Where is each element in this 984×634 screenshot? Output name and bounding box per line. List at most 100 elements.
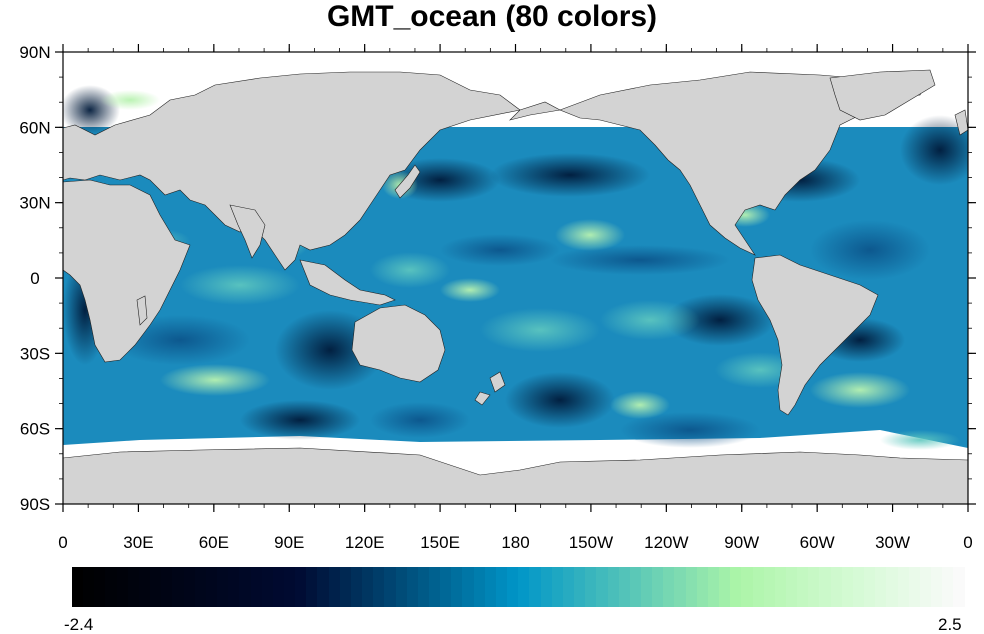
greenland-landmass: [829, 69, 936, 121]
colorbar-swatch: [283, 567, 296, 607]
colorbar-swatch: [741, 567, 753, 607]
x-tick-label: 150W: [569, 533, 613, 552]
africa-landmass: [63, 179, 191, 363]
colorbar-swatch: [674, 567, 686, 607]
colorbar-swatch: [194, 567, 206, 607]
antarctica-landmass: [63, 447, 968, 504]
colorbar-swatch: [295, 567, 307, 607]
x-tick-label: 120E: [345, 533, 385, 552]
colorbar-swatch: [429, 567, 441, 607]
x-tick-label: 30E: [123, 533, 153, 552]
colorbar-swatch: [518, 567, 530, 607]
colorbar-swatch: [317, 567, 329, 607]
x-tick-label: 90W: [724, 533, 759, 552]
colorbar-swatch: [585, 567, 597, 607]
colorbar-swatch: [607, 567, 619, 607]
colorbar-swatch: [908, 567, 920, 607]
colorbar-swatch: [886, 567, 898, 607]
colorbar: [72, 567, 965, 607]
colorbar-swatch: [507, 567, 519, 607]
australia-landmass: [351, 304, 446, 383]
y-tick-label: 30S: [20, 344, 50, 363]
colorbar-swatch: [774, 567, 786, 607]
colorbar-swatch: [953, 567, 965, 607]
x-tick-label: 60W: [800, 533, 835, 552]
colorbar-swatch: [150, 567, 162, 607]
colorbar-swatch: [529, 567, 541, 607]
colorbar-swatch: [138, 567, 151, 607]
colorbar-swatch: [730, 567, 742, 607]
colorbar-swatch: [250, 567, 262, 607]
colorbar-swatch: [172, 567, 184, 607]
colorbar-swatch: [473, 567, 485, 607]
colorbar-swatch: [328, 567, 340, 607]
colorbar-swatch: [462, 567, 474, 607]
x-tick-label: 0: [963, 533, 972, 552]
japan-landmass: [394, 164, 421, 199]
colorbar-swatch: [161, 567, 173, 607]
x-tick-label: 120W: [644, 533, 688, 552]
indonesia-landmass: [299, 259, 396, 306]
colorbar-swatch: [451, 567, 463, 607]
south-america-landmass: [751, 254, 879, 416]
x-tick-label: 0: [58, 533, 67, 552]
colorbar-swatch: [786, 567, 798, 607]
colorbar-swatch: [105, 567, 117, 607]
colorbar-swatch: [440, 567, 452, 607]
y-tick-label: 0: [30, 269, 39, 288]
y-tick-label: 90N: [19, 43, 50, 62]
colorbar-swatch: [350, 567, 363, 607]
colorbar-swatch: [897, 567, 909, 607]
colorbar-swatch: [306, 567, 318, 607]
colorbar-min-label: -2.4: [64, 615, 94, 634]
colorbar-swatch: [618, 567, 630, 607]
colorbar-swatch: [596, 567, 608, 607]
y-tick-label: 60S: [20, 420, 50, 439]
colorbar-swatch: [808, 567, 820, 607]
colorbar-swatch: [228, 567, 240, 607]
colorbar-swatch: [640, 567, 653, 607]
alaska-landmass: [509, 101, 561, 121]
india-landmass: [229, 204, 266, 259]
colorbar-swatch: [551, 567, 563, 607]
x-tick-label: 60E: [199, 533, 229, 552]
new-zealand-landmass: [489, 371, 506, 393]
colorbar-swatch: [919, 567, 932, 607]
colorbar-swatch: [395, 567, 407, 607]
eurasia-landmass: [63, 71, 521, 271]
colorbar-swatch: [864, 567, 876, 607]
colorbar-swatch: [127, 567, 139, 607]
colorbar-swatch: [629, 567, 641, 607]
colorbar-swatch: [652, 567, 664, 607]
colorbar-swatch: [495, 567, 508, 607]
colorbar-swatch: [339, 567, 351, 607]
colorbar-swatch: [841, 567, 853, 607]
colorbar-swatch: [663, 567, 675, 607]
colorbar-swatch: [830, 567, 842, 607]
x-tick-label: 150E: [420, 533, 460, 552]
colorbar-swatch: [417, 567, 429, 607]
colorbar-swatch: [942, 567, 954, 607]
colorbar-swatch: [484, 567, 496, 607]
colorbar-swatch: [852, 567, 865, 607]
colorbar-swatch: [574, 567, 586, 607]
colorbar-swatch: [384, 567, 396, 607]
y-tick-label: 60N: [19, 118, 50, 137]
colorbar-swatch: [373, 567, 385, 607]
map-plot: 90N 60N 30N 0 30S 60S 90S 0 30E 60E 90E 120E 150E 180…: [19, 43, 976, 552]
colorbar-max-label: 2.5: [938, 615, 962, 634]
colorbar-swatch: [685, 567, 697, 607]
colorbar-swatch: [217, 567, 229, 607]
colorbar-swatch: [797, 567, 809, 607]
colorbar-swatch: [94, 567, 106, 607]
uk-landmass: [954, 109, 968, 136]
colorbar-swatch: [819, 567, 831, 607]
colorbar-swatch: [205, 567, 218, 607]
colorbar-swatch: [540, 567, 552, 607]
colorbar-swatch: [272, 567, 284, 607]
colorbar-swatch: [406, 567, 418, 607]
colorbar-swatch: [763, 567, 775, 607]
map-ticks: 90N 60N 30N 0 30S 60S 90S 0 30E 60E 90E 120E 150E 180…: [19, 43, 976, 552]
colorbar-swatch: [707, 567, 720, 607]
colorbar-swatch: [362, 567, 374, 607]
